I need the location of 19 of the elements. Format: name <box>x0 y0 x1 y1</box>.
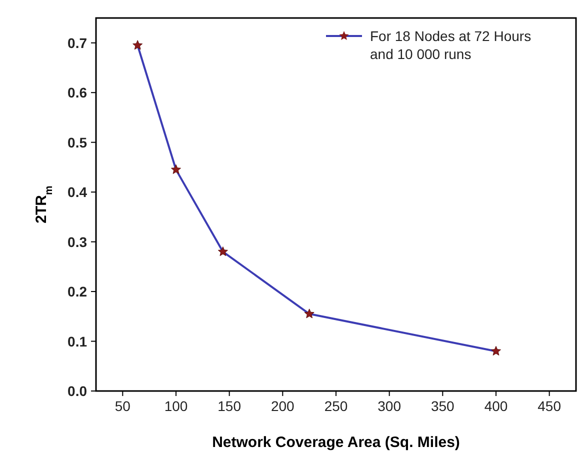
x-tick-label: 250 <box>324 398 348 414</box>
y-tick-label: 0.4 <box>68 184 88 200</box>
x-tick-label: 50 <box>114 398 131 414</box>
y-tick-label: 0.3 <box>68 234 88 250</box>
x-tick-label: 200 <box>270 398 295 414</box>
y-tick-label: 0.5 <box>68 134 88 150</box>
x-axis-title: Network Coverage Area (Sq. Miles) <box>212 434 460 451</box>
y-tick-label: 0.0 <box>68 383 88 399</box>
x-tick-label: 100 <box>164 398 188 414</box>
y-tick-label: 0.2 <box>68 284 88 300</box>
x-tick-label: 400 <box>484 398 508 414</box>
y-tick-label: 0.1 <box>68 333 88 350</box>
x-tick-label: 150 <box>218 398 242 414</box>
x-tick-label: 300 <box>378 398 402 414</box>
legend-label: For 18 Nodes at 72 Hours and 10 000 runs <box>370 28 532 62</box>
y-tick-label: 0.6 <box>68 84 88 101</box>
x-tick-label: 350 <box>430 398 455 414</box>
x-tick-label: 450 <box>538 398 562 414</box>
y-tick-label: 0.7 <box>68 34 88 51</box>
